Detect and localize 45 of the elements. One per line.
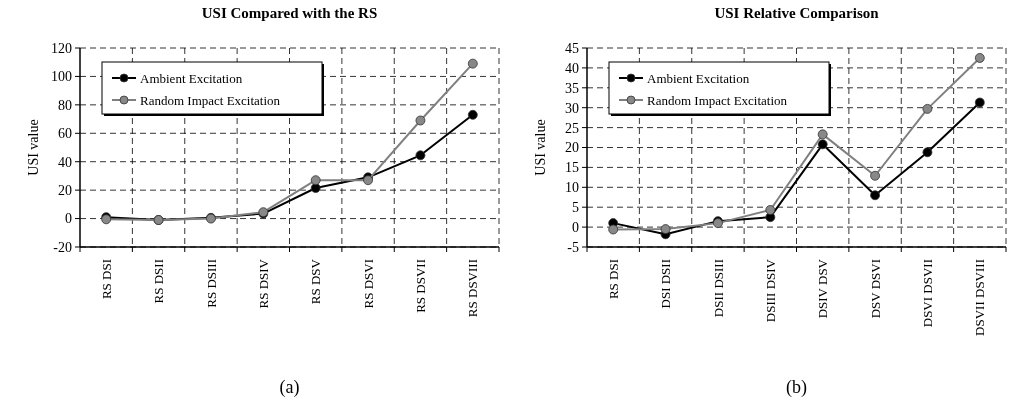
x-tick-label: DSIII DSIV	[762, 258, 778, 323]
y-axis-title: USI value	[26, 119, 41, 176]
x-tick-label: DSV DSVI	[867, 259, 883, 319]
x-tick-label: RS DSVI	[360, 259, 376, 309]
x-tick-label: RS DSVIII	[465, 259, 481, 318]
y-tick-label: 60	[58, 126, 72, 142]
y-tick-label: 20	[58, 183, 72, 199]
text: (a)	[279, 377, 300, 398]
y-tick-label: 100	[51, 69, 72, 85]
y-tick-label: 10	[565, 180, 579, 196]
y-tick-label: 45	[565, 40, 579, 56]
y-tick-label: 120	[51, 40, 72, 56]
y-tick-label: 15	[565, 160, 579, 176]
legend-label: Random Impact Excitation	[140, 92, 281, 108]
x-tick-label: DSVI DSVII	[919, 259, 935, 328]
x-tick-label: DSVII DSVIII	[972, 259, 988, 336]
y-tick-label: 0	[572, 220, 579, 235]
y-tick-label: 30	[565, 100, 579, 116]
y-tick-label: 80	[58, 97, 72, 113]
x-tick-label: DSI DSII	[658, 259, 674, 309]
text: (b)	[786, 377, 807, 398]
y-tick-label: 25	[565, 120, 579, 136]
y-tick-label: 40	[565, 60, 579, 76]
chart-title: USI Compared with the RS	[201, 5, 378, 21]
legend-label: Ambient Excitation	[140, 70, 243, 86]
x-tick-label: DSII DSIII	[710, 259, 726, 318]
y-tick-label: 35	[565, 80, 579, 96]
y-tick-label: 40	[58, 154, 72, 170]
y-tick-label: 20	[565, 140, 579, 156]
y-tick-label: 5	[572, 200, 579, 216]
x-tick-label: RS DSVII	[412, 259, 428, 313]
x-tick-label: RS DSIV	[255, 258, 271, 309]
y-tick-label: -5	[567, 239, 579, 255]
y-tick-label: 0	[65, 211, 72, 227]
x-tick-label: RS DSI	[98, 259, 114, 300]
y-axis-title: USI value	[533, 119, 548, 176]
chart-title: USI Relative Comparison	[714, 5, 880, 21]
x-tick-label: RS DSIII	[203, 259, 219, 308]
x-tick-label: RS DSI	[605, 259, 621, 300]
legend-label: Random Impact Excitation	[647, 92, 788, 108]
x-tick-label: RS DSII	[151, 259, 167, 304]
y-tick-label: -20	[53, 239, 72, 255]
legend-label: Ambient Excitation	[647, 70, 750, 86]
x-tick-label: RS DSV	[308, 258, 324, 305]
x-tick-label: DSIV DSV	[815, 258, 831, 319]
